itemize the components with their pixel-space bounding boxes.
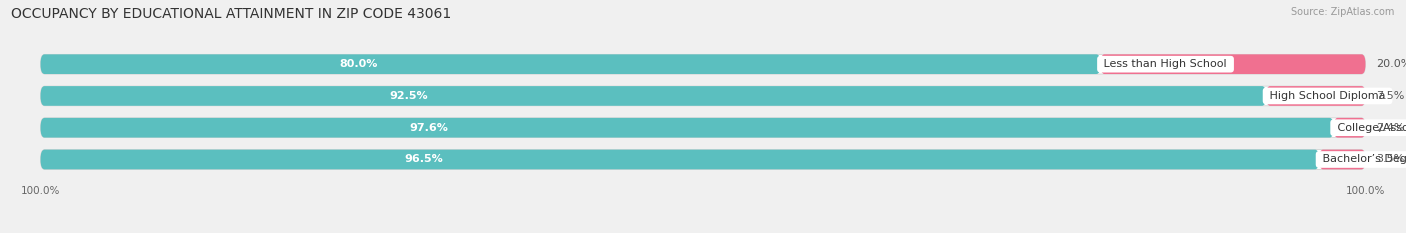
FancyBboxPatch shape bbox=[41, 86, 1265, 106]
FancyBboxPatch shape bbox=[41, 118, 1334, 137]
Text: 97.6%: 97.6% bbox=[409, 123, 449, 133]
Text: 3.5%: 3.5% bbox=[1376, 154, 1405, 164]
FancyBboxPatch shape bbox=[1319, 150, 1365, 169]
Text: 20.0%: 20.0% bbox=[1376, 59, 1406, 69]
Text: 80.0%: 80.0% bbox=[339, 59, 378, 69]
FancyBboxPatch shape bbox=[41, 118, 1365, 137]
Text: High School Diploma: High School Diploma bbox=[1265, 91, 1389, 101]
FancyBboxPatch shape bbox=[41, 54, 1101, 74]
Text: OCCUPANCY BY EDUCATIONAL ATTAINMENT IN ZIP CODE 43061: OCCUPANCY BY EDUCATIONAL ATTAINMENT IN Z… bbox=[11, 7, 451, 21]
Text: 2.4%: 2.4% bbox=[1376, 123, 1405, 133]
Text: Less than High School: Less than High School bbox=[1101, 59, 1230, 69]
Text: 92.5%: 92.5% bbox=[389, 91, 427, 101]
Text: 96.5%: 96.5% bbox=[405, 154, 443, 164]
FancyBboxPatch shape bbox=[41, 54, 1365, 74]
FancyBboxPatch shape bbox=[1101, 54, 1365, 74]
Text: College/Associate Degree: College/Associate Degree bbox=[1334, 123, 1406, 133]
Text: Source: ZipAtlas.com: Source: ZipAtlas.com bbox=[1291, 7, 1395, 17]
FancyBboxPatch shape bbox=[1334, 118, 1365, 137]
Text: 7.5%: 7.5% bbox=[1376, 91, 1405, 101]
FancyBboxPatch shape bbox=[41, 150, 1319, 169]
FancyBboxPatch shape bbox=[41, 150, 1365, 169]
Text: Bachelor’s Degree or higher: Bachelor’s Degree or higher bbox=[1319, 154, 1406, 164]
FancyBboxPatch shape bbox=[41, 86, 1365, 106]
FancyBboxPatch shape bbox=[1265, 86, 1365, 106]
